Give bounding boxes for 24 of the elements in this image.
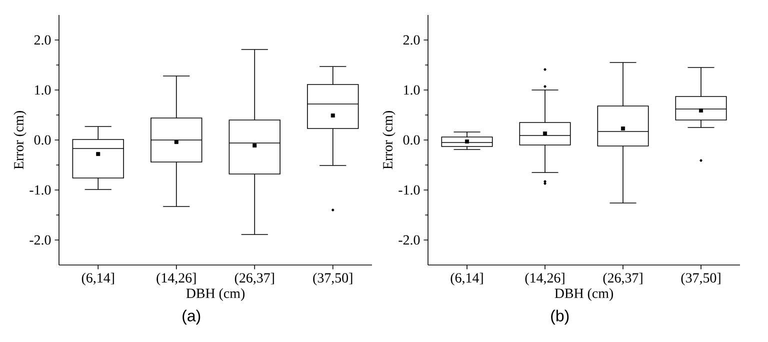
y-tick-label: -2.0 <box>30 235 51 245</box>
y-axis-title: Error (cm) <box>14 111 26 170</box>
text: (a) <box>182 310 200 325</box>
x-tick-label: (14,26] <box>525 272 564 286</box>
y-tick-label: 2.0 <box>403 35 420 45</box>
y-tick-label: -1.0 <box>398 185 420 195</box>
x-tick-label: (26,37] <box>234 272 274 286</box>
x-tick-label: (6,14] <box>82 272 114 286</box>
y-tick-label: 0.0 <box>34 135 51 145</box>
x-tick-label: (6,14] <box>450 272 483 286</box>
x-axis-title: DBH (cm) <box>186 288 245 301</box>
y-tick-label: -2.0 <box>398 235 420 245</box>
x-tick-label: (37,50] <box>681 272 720 286</box>
x-tick-label: (14,26] <box>156 272 196 286</box>
y-tick-label: 0.0 <box>403 135 420 145</box>
y-axis-title: Error (cm) <box>382 111 396 170</box>
y-tick-label: 1.0 <box>404 85 420 95</box>
x-axis-title: DBH (cm) <box>554 288 614 301</box>
y-tick-label: 1.0 <box>35 85 51 95</box>
y-tick-label: 2.0 <box>34 35 51 45</box>
text: (b) <box>551 310 569 325</box>
x-tick-label: (26,37] <box>603 272 642 286</box>
x-tick-label: (37,50] <box>313 272 352 286</box>
y-tick-label: -1.0 <box>30 185 51 195</box>
